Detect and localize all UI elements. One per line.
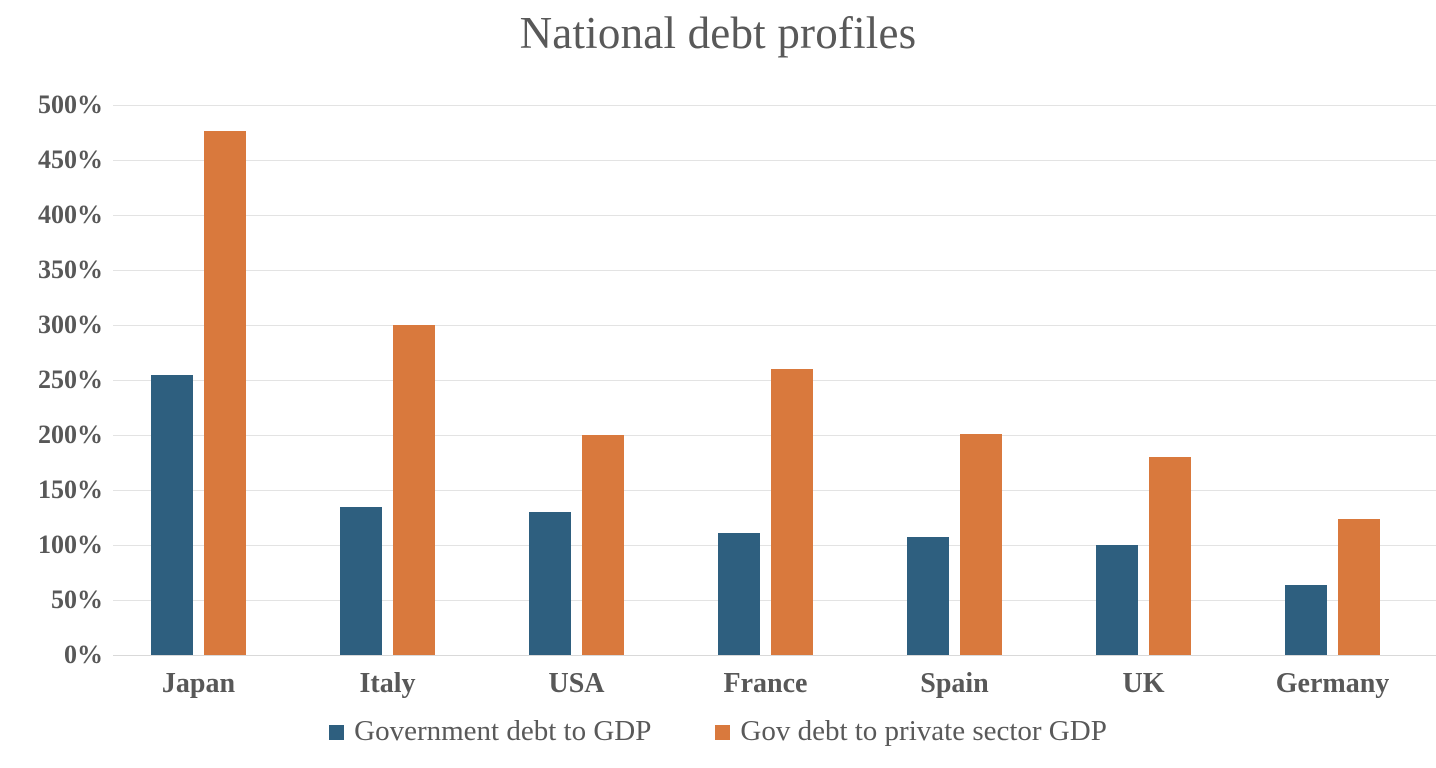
chart-title: National debt profiles — [519, 8, 917, 58]
gridline — [113, 325, 1436, 326]
x-tick-label: Germany — [1275, 668, 1390, 699]
bar[interactable] — [907, 537, 949, 655]
y-tick-label: 400% — [38, 200, 103, 229]
gridline — [113, 270, 1436, 271]
legend-item[interactable]: Gov debt to private sector GDP — [715, 714, 1107, 748]
y-tick-label: 350% — [38, 255, 103, 284]
gridline — [113, 160, 1436, 161]
legend-swatch-icon — [715, 724, 731, 740]
bar[interactable] — [582, 435, 624, 655]
y-tick-label: 300% — [38, 310, 103, 339]
bar[interactable] — [718, 532, 760, 655]
x-tick-label: USA — [548, 668, 605, 699]
bar[interactable] — [529, 512, 571, 655]
bar[interactable] — [1149, 457, 1191, 655]
bar-group — [718, 105, 813, 655]
y-tick-label: 250% — [38, 365, 103, 394]
y-tick-label: 0% — [64, 640, 103, 669]
bar[interactable] — [1338, 518, 1380, 655]
legend-swatch-icon — [329, 724, 345, 740]
bar-group — [1285, 105, 1380, 655]
bar[interactable] — [204, 131, 246, 655]
bars-layer — [113, 105, 1436, 655]
x-tick-label: France — [723, 668, 808, 699]
gridline — [113, 105, 1436, 106]
bar[interactable] — [340, 506, 382, 655]
bar-group — [340, 105, 435, 655]
bar-group — [907, 105, 1002, 655]
y-tick-label: 100% — [38, 530, 103, 559]
y-axis: 500% 450% 400% 350% 300% 250% 200% 150% 100% 50% 0… — [0, 92, 103, 668]
x-tick-label: Spain — [920, 668, 989, 699]
y-tick-label: 50% — [51, 585, 103, 614]
y-tick-label: 450% — [38, 145, 103, 174]
legend-item[interactable]: Government debt to GDP — [329, 714, 651, 748]
gridline — [113, 215, 1436, 216]
bar[interactable] — [151, 374, 193, 655]
axis-baseline — [113, 655, 1436, 656]
y-tick-label: 150% — [38, 475, 103, 504]
y-tick-label: 200% — [38, 420, 103, 449]
x-axis: Japan Italy USA France Spain UK Germany — [113, 660, 1436, 708]
bar[interactable] — [771, 369, 813, 655]
legend-label: Government debt to GDP — [354, 715, 652, 747]
x-tick-label: Japan — [161, 668, 236, 699]
bar[interactable] — [393, 325, 435, 655]
y-tick-label: 500% — [38, 90, 103, 119]
bar[interactable] — [960, 433, 1002, 655]
legend-label: Gov debt to private sector GDP — [740, 715, 1107, 747]
x-tick-label: Italy — [359, 668, 416, 699]
chart-legend: Government debt to GDP Gov debt to privat… — [0, 714, 1436, 748]
bar-group — [1096, 105, 1191, 655]
bar-group — [151, 105, 246, 655]
x-tick-label: UK — [1122, 668, 1165, 699]
bar[interactable] — [1096, 545, 1138, 655]
bar[interactable] — [1285, 584, 1327, 655]
bar-group — [529, 105, 624, 655]
